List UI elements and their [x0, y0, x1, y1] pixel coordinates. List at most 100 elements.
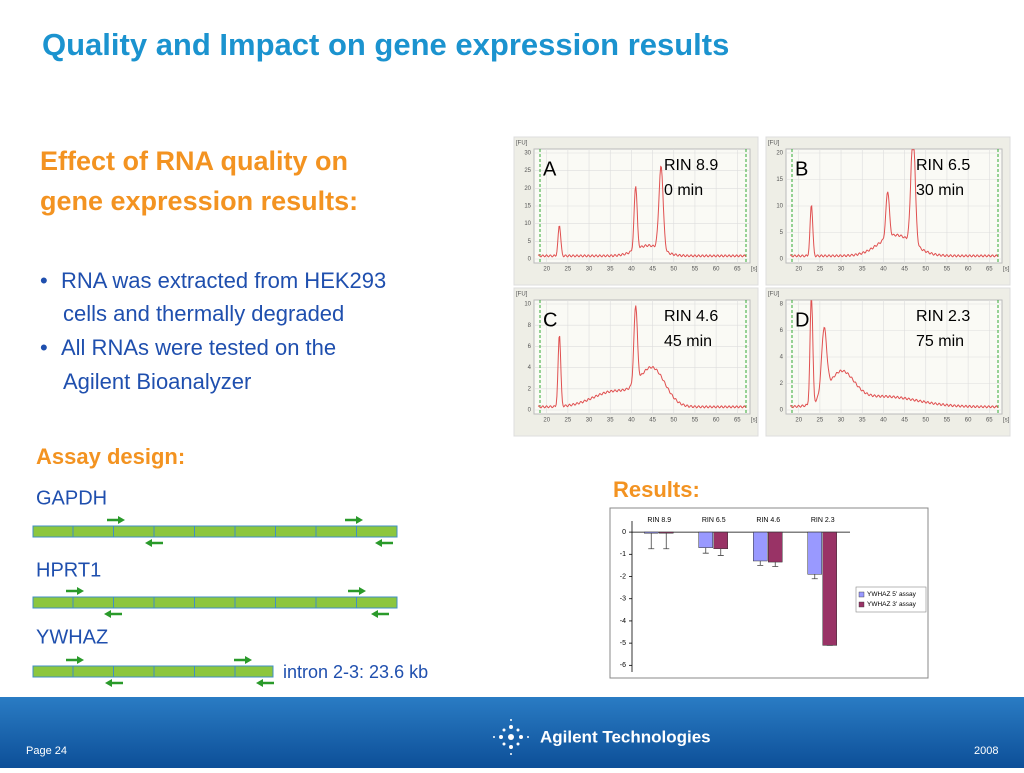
ep-letter: B: [795, 158, 808, 180]
ep-x-tick-label: 25: [817, 418, 824, 424]
ep-x-tick-label: 30: [838, 418, 845, 424]
error-bar: [702, 547, 709, 554]
primer-arrow-head: [245, 656, 252, 664]
ep-x-tick-label: 25: [817, 267, 824, 273]
primer-arrow-head: [356, 516, 363, 524]
bullet-text: cells and thermally degraded: [63, 301, 344, 326]
ep-time: 30 min: [916, 182, 964, 199]
bar: [768, 531, 783, 563]
ep-y-unit: [FU]: [516, 141, 528, 147]
ep-x-tick-label: 60: [965, 418, 972, 424]
bullet-dot: •: [40, 268, 48, 293]
bullet-text: RNA was extracted from HEK293: [61, 268, 386, 293]
category-label: RIN 6.5: [702, 517, 726, 524]
ep-x-tick-label: 60: [713, 418, 720, 424]
ep-letter: C: [543, 309, 557, 331]
ep-x-tick-label: 65: [734, 267, 741, 273]
ep-y-tick-label: 0: [780, 408, 784, 414]
logo: [493, 719, 529, 755]
gene-name: YWHAZ: [36, 626, 108, 648]
ep-y-tick-label: 5: [528, 239, 532, 245]
legend-label: YWHAZ 5' assay: [867, 591, 917, 598]
error-bar: [663, 533, 670, 550]
ep-x-tick-label: 30: [586, 267, 593, 273]
bullet-text: Agilent Bioanalyzer: [63, 369, 251, 394]
ep-y-tick-label: 2: [528, 386, 532, 392]
ep-time: 75 min: [916, 333, 964, 350]
ep-rin: RIN 2.3: [916, 308, 970, 325]
primer-arrow-head: [77, 656, 84, 664]
ep-y-tick-label: 10: [776, 204, 783, 210]
primer-arrow-head: [375, 539, 382, 547]
ep-y-unit: [FU]: [768, 292, 780, 298]
ep-y-tick-label: 30: [524, 151, 531, 157]
ep-x-tick-label: 55: [944, 267, 951, 273]
bar: [753, 531, 768, 562]
ep-x-tick-label: 45: [649, 418, 656, 424]
ep-x-tick-label: 50: [670, 267, 677, 273]
ep-trace: [537, 305, 747, 409]
ep-x-tick-label: 65: [986, 267, 993, 273]
primer-arrow-head: [371, 610, 378, 618]
ep-x-tick-label: 35: [607, 418, 614, 424]
ep-x-tick-label: 50: [670, 418, 677, 424]
ep-x-tick-label: 50: [922, 418, 929, 424]
ep-x-tick-label: 30: [838, 267, 845, 273]
ep-x-unit: [s]: [1003, 418, 1010, 424]
results-heading: Results:: [613, 477, 700, 502]
primer-arrow-head: [77, 587, 84, 595]
ep-x-tick-label: 40: [880, 267, 887, 273]
ep-x-tick-label: 35: [859, 418, 866, 424]
intro-heading: Effect of RNA quality on: [40, 146, 348, 176]
ep-x-tick-label: 55: [692, 418, 699, 424]
year: 2008: [974, 745, 998, 757]
primer-arrow-head: [104, 610, 111, 618]
ep-y-tick-label: 20: [776, 151, 783, 157]
ep-x-tick-label: 45: [649, 267, 656, 273]
bar: [644, 531, 659, 534]
y-tick-label: -4: [620, 618, 626, 625]
gene-name: HPRT1: [36, 559, 101, 581]
ep-y-tick-label: 10: [524, 302, 531, 308]
ep-y-tick-label: 8: [528, 323, 532, 329]
ep-y-tick-label: 6: [780, 328, 784, 334]
gene-bar: [32, 525, 398, 538]
ep-y-tick-label: 4: [528, 365, 532, 371]
intron-note: intron 2-3: 23.6 kb: [283, 662, 428, 682]
bullet-text: All RNAs were tested on the: [61, 335, 336, 360]
error-bar: [811, 574, 818, 580]
ep-plot: [533, 299, 751, 415]
ep-x-tick-label: 45: [901, 418, 908, 424]
legend-swatch: [858, 601, 865, 608]
ep-x-tick-label: 60: [713, 267, 720, 273]
category-label: RIN 8.9: [647, 517, 671, 524]
error-bar: [757, 560, 764, 566]
bar: [807, 531, 822, 575]
ep-x-tick-label: 35: [607, 267, 614, 273]
ep-x-tick-label: 20: [543, 267, 550, 273]
bar: [698, 531, 713, 548]
ep-rin: RIN 8.9: [664, 157, 718, 174]
gene-bar: [32, 665, 274, 678]
ep-y-tick-label: 0: [780, 257, 784, 263]
legend-swatch: [858, 591, 865, 598]
gene-name: GAPDH: [36, 487, 107, 509]
primer-arrow-head: [359, 587, 366, 595]
ep-y-unit: [FU]: [516, 292, 528, 298]
ep-x-tick-label: 35: [859, 267, 866, 273]
y-tick-label: -1: [620, 551, 626, 558]
ep-y-tick-label: 5: [780, 230, 784, 236]
ep-y-tick-label: 25: [524, 168, 531, 174]
assay-heading: Assay design:: [36, 444, 185, 469]
intro-heading: gene expression results:: [40, 186, 358, 216]
footer-bar: [0, 697, 1024, 768]
ep-trace: [789, 300, 999, 409]
ep-x-tick-label: 20: [795, 418, 802, 424]
ep-x-tick-label: 25: [565, 267, 572, 273]
ep-x-tick-label: 50: [922, 267, 929, 273]
ep-y-tick-label: 15: [524, 204, 531, 210]
y-tick-label: -3: [620, 596, 626, 603]
ep-x-tick-label: 40: [880, 418, 887, 424]
